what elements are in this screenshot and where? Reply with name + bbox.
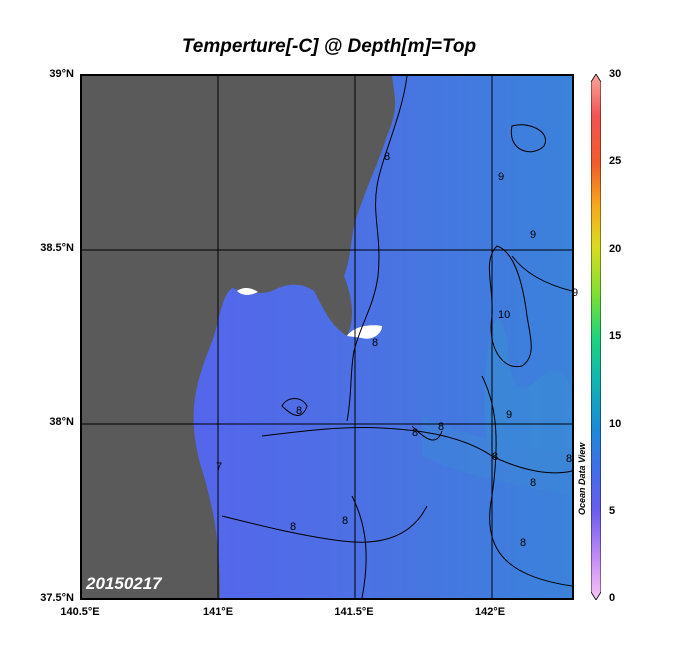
map-svg (82, 76, 572, 598)
contour-label: 8 (412, 427, 418, 439)
colorbar-tick-0: 0 (609, 592, 616, 604)
colorbar-tick-30: 30 (609, 68, 622, 80)
land-mass (82, 76, 396, 598)
lat-label-38-5: 38.5°N (40, 242, 74, 254)
colorbar-tick-25: 25 (609, 155, 622, 167)
contour-label: 10 (498, 309, 510, 321)
contour-label: 8 (530, 477, 536, 489)
contour-label: 7 (216, 461, 222, 473)
lon-label-140-5: 140.5°E (60, 606, 100, 618)
contour-label: 9 (506, 409, 512, 421)
colorbar-tick-20: 20 (609, 243, 622, 255)
lon-label-142: 142°E (474, 606, 506, 618)
contour-label: 9 (572, 287, 578, 299)
colorbar (591, 74, 601, 600)
contour-label: 8 (296, 405, 302, 417)
lat-label-37-5: 37.5°N (40, 592, 74, 604)
contour-label: 8 (342, 515, 348, 527)
colorbar-tick-5: 5 (609, 505, 616, 517)
coast-white-patch-2 (237, 288, 258, 295)
contour-label: 8 (520, 537, 526, 549)
lon-label-141-5: 141.5°E (334, 606, 374, 618)
contour-label: 8 (438, 421, 444, 433)
contour-label: 8 (372, 337, 378, 349)
lat-label-38: 38°N (49, 416, 74, 428)
contour-label: 8 (492, 451, 498, 463)
chart-title: Temperture[-C] @ Depth[m]=Top (181, 36, 477, 57)
contour-label: 9 (498, 171, 504, 183)
contour-label: 8 (290, 521, 296, 533)
contour-label: 8 (566, 453, 572, 465)
lat-label-39: 39°N (49, 68, 74, 80)
warm-patch (484, 319, 572, 472)
map-panel (80, 74, 574, 600)
lon-label-141: 141°E (202, 606, 234, 618)
coast-white-patch (347, 325, 382, 339)
colorbar-tick-10: 10 (609, 418, 622, 430)
warm-band (422, 416, 572, 496)
colorbar-tick-15: 15 (609, 330, 622, 342)
graticule (82, 76, 572, 598)
date-label: 20150217 (86, 574, 162, 593)
contour-label: 9 (530, 229, 536, 241)
contour-label: 8 (384, 151, 390, 163)
